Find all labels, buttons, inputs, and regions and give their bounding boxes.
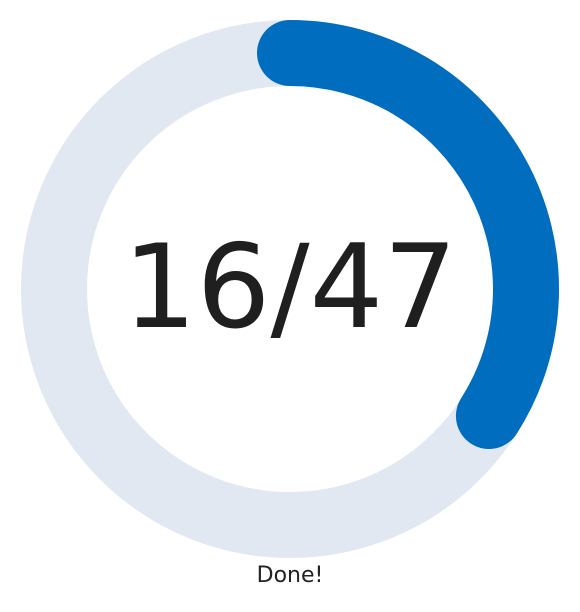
status-label: Done! [256, 563, 324, 588]
progress-ring-fill [257, 20, 559, 449]
progress-ring [21, 20, 559, 558]
progress-count: 16/47 [122, 220, 458, 355]
